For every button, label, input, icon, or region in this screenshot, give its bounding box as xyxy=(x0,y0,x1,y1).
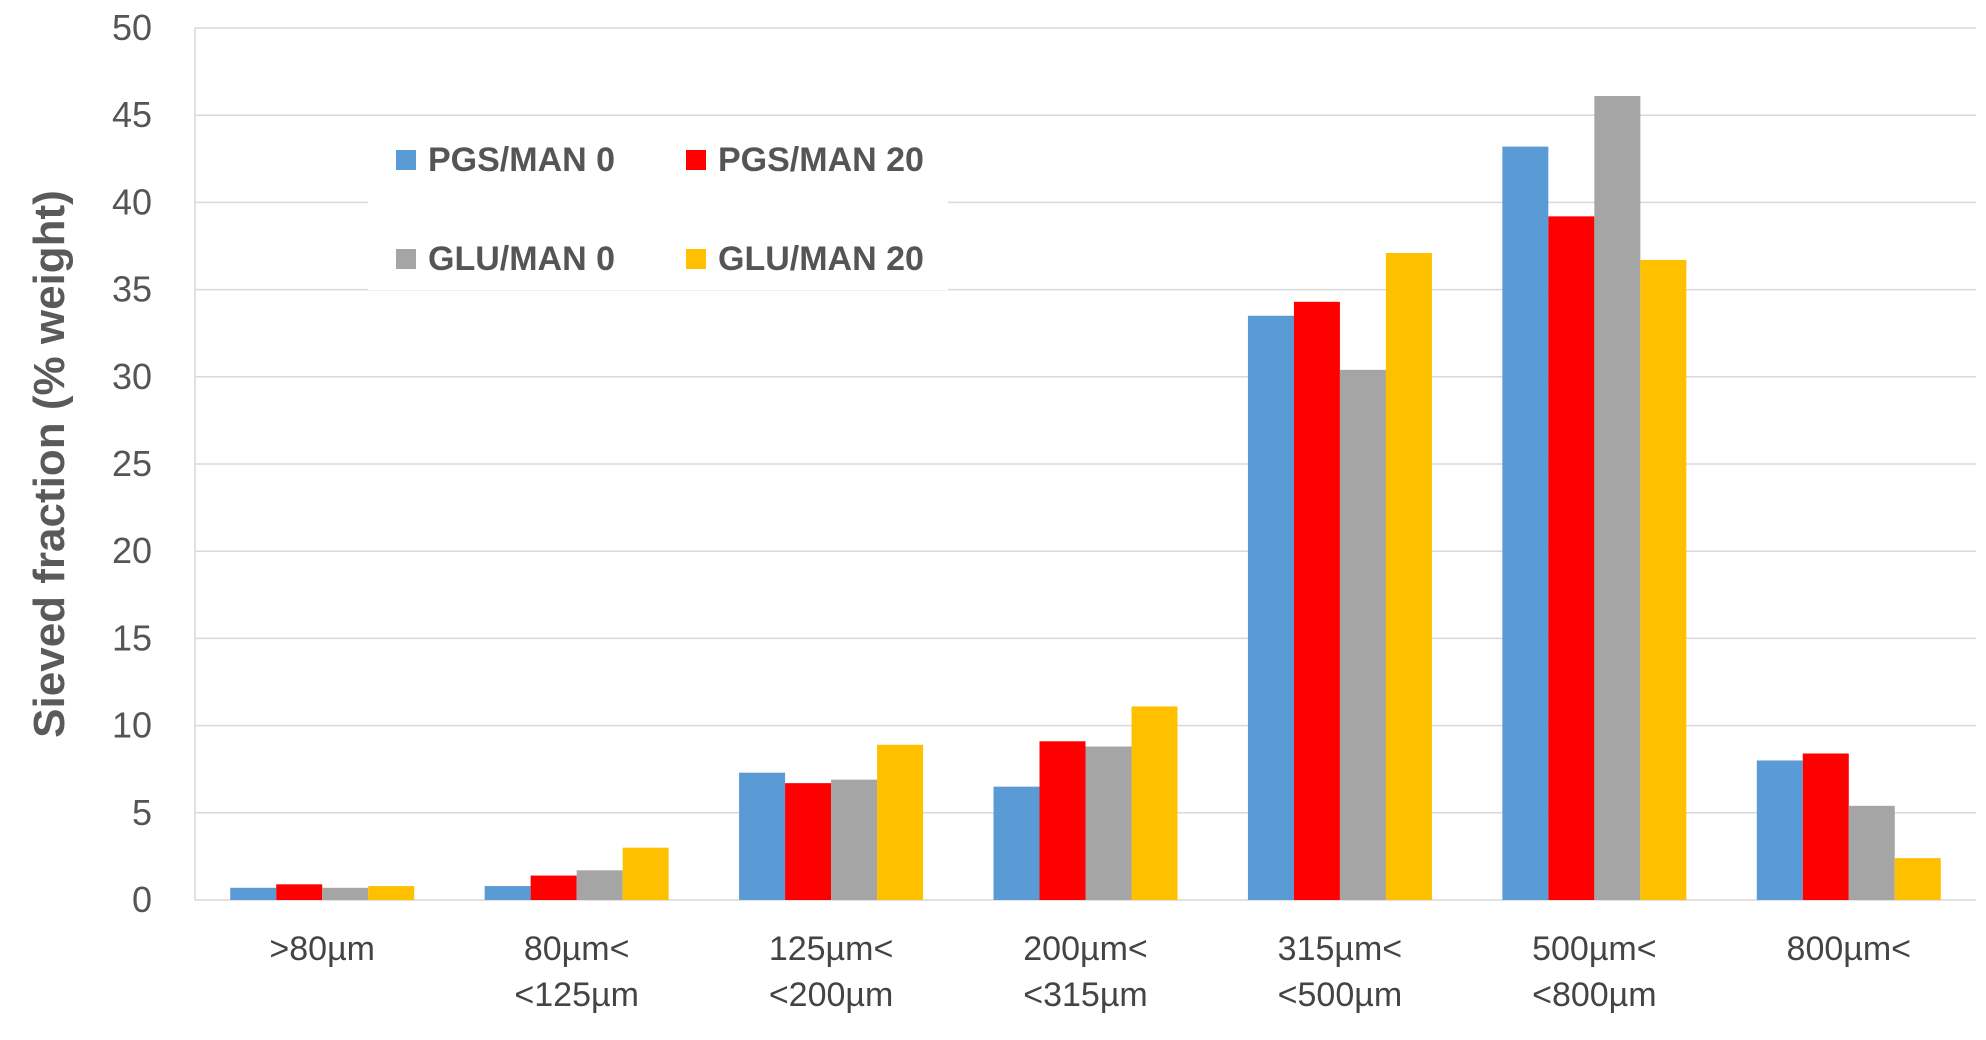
y-tick-label: 0 xyxy=(132,879,152,920)
x-category-label: <125µm xyxy=(514,976,639,1014)
legend-label: GLU/MAN 20 xyxy=(718,240,924,278)
bar-glu-man-20 xyxy=(622,847,669,900)
bar-glu-man-20 xyxy=(877,744,924,900)
bars xyxy=(230,96,1941,901)
legend-swatch xyxy=(396,150,416,170)
bar-pgs-man-20 xyxy=(276,884,323,900)
bar-pgs-man-0 xyxy=(993,786,1040,900)
bar-glu-man-0 xyxy=(1594,96,1641,901)
legend-label: GLU/MAN 0 xyxy=(428,240,615,278)
bar-pgs-man-0 xyxy=(739,772,786,900)
bar-pgs-man-20 xyxy=(1802,753,1849,900)
bar-glu-man-0 xyxy=(576,870,623,900)
bar-glu-man-20 xyxy=(1385,252,1432,900)
bar-glu-man-0 xyxy=(1085,746,1132,900)
y-tick-label: 40 xyxy=(112,181,152,222)
bar-pgs-man-20 xyxy=(1548,216,1595,901)
y-tick-label: 15 xyxy=(112,617,152,658)
legend-swatch xyxy=(396,249,416,269)
bar-glu-man-0 xyxy=(1339,369,1386,901)
legend: PGS/MAN 0 PGS/MAN 20 GLU/MAN 0 GLU/MAN 20 xyxy=(368,120,948,290)
x-category-label: <800µm xyxy=(1532,976,1657,1014)
bar-glu-man-20 xyxy=(1131,706,1178,900)
bar-pgs-man-20 xyxy=(785,783,832,900)
bar-pgs-man-0 xyxy=(484,886,531,900)
x-category-label: 80µm< xyxy=(524,930,630,968)
y-tick-label: 35 xyxy=(112,269,152,310)
y-tick-labels: 0 5 10 15 20 25 30 35 40 45 50 xyxy=(112,7,152,920)
x-category-label: <200µm xyxy=(769,976,894,1014)
bar-pgs-man-0 xyxy=(230,887,277,900)
x-category-label: 500µm< xyxy=(1532,930,1657,968)
x-category-label: 800µm< xyxy=(1787,930,1912,968)
y-tick-label: 5 xyxy=(132,792,152,833)
y-tick-label: 25 xyxy=(112,443,152,484)
bar-pgs-man-0 xyxy=(1502,146,1549,901)
bar-glu-man-0 xyxy=(1848,805,1895,900)
y-tick-label: 45 xyxy=(112,94,152,135)
x-category-label: >80µm xyxy=(269,930,375,968)
x-category-label: 315µm< xyxy=(1278,930,1403,968)
y-tick-label: 10 xyxy=(112,705,152,746)
y-tick-label: 50 xyxy=(112,7,152,48)
y-tick-label: 30 xyxy=(112,356,152,397)
legend-swatch xyxy=(686,249,706,269)
x-category-label: <315µm xyxy=(1023,976,1148,1014)
bar-pgs-man-20 xyxy=(1293,301,1340,901)
legend-background xyxy=(368,120,948,290)
bar-glu-man-0 xyxy=(831,779,878,900)
bar-glu-man-20 xyxy=(1640,259,1687,900)
legend-label: PGS/MAN 20 xyxy=(718,141,924,179)
bar-pgs-man-20 xyxy=(530,875,577,900)
legend-label: PGS/MAN 0 xyxy=(428,141,615,179)
bar-glu-man-20 xyxy=(1894,858,1941,900)
bar-pgs-man-0 xyxy=(1247,315,1294,900)
bar-pgs-man-0 xyxy=(1756,760,1803,900)
y-axis-title: Sieved fraction (% weight) xyxy=(25,190,74,738)
x-category-label: 200µm< xyxy=(1023,930,1148,968)
x-category-labels: >80µm 80µm< <125µm 125µm< <200µm 200µm< <315µm… xyxy=(269,930,1911,1014)
bar-glu-man-0 xyxy=(322,887,369,900)
x-category-label: 125µm< xyxy=(769,930,894,968)
bar-pgs-man-20 xyxy=(1039,741,1086,900)
bar-glu-man-20 xyxy=(368,886,415,900)
x-category-label: <500µm xyxy=(1278,976,1403,1014)
legend-swatch xyxy=(686,150,706,170)
y-tick-label: 20 xyxy=(112,530,152,571)
